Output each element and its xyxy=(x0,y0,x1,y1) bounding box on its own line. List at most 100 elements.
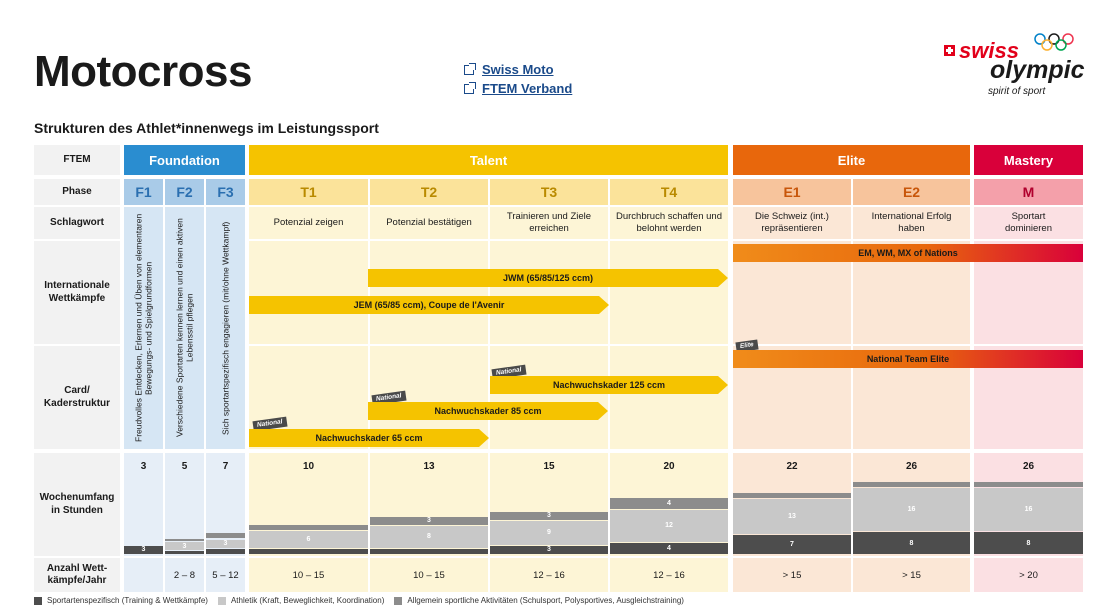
link-swiss-moto[interactable]: Swiss Moto xyxy=(464,60,572,79)
hours-segment-specific: 8 xyxy=(853,532,970,554)
comps-t3: 12 – 16 xyxy=(533,569,565,581)
competition-jem: JEM (65/85 ccm), Coupe de l'Avenir xyxy=(249,296,609,314)
comp-bg-f2 xyxy=(165,558,204,592)
link-swiss-moto-label: Swiss Moto xyxy=(482,62,554,77)
link-ftem-verband-label: FTEM Verband xyxy=(482,81,573,96)
comps-m: > 20 xyxy=(1019,569,1038,581)
hours-segment-specific xyxy=(165,551,204,554)
legend-label: Athletik (Kraft, Beweglichkeit, Koordina… xyxy=(230,596,385,605)
hours-bg-f1 xyxy=(124,453,163,556)
links: Swiss Moto FTEM Verband xyxy=(464,60,572,98)
swiss-flag-icon xyxy=(944,45,955,56)
legend-item-general: Allgemein sportliche Aktivitäten (Schuls… xyxy=(394,596,684,605)
hours-segment-specific xyxy=(206,548,245,554)
kader-national-team-elite: National Team Elite xyxy=(733,350,1083,368)
legend-item-specific: Sportartenspezifisch (Training & Wettkäm… xyxy=(34,596,208,605)
comps-t2: 10 – 15 xyxy=(413,569,445,581)
phase-t2: T2 xyxy=(370,179,488,205)
phase-t1: T1 xyxy=(249,179,368,205)
mastery-comp-bg xyxy=(974,558,1083,592)
legend-swatch xyxy=(34,596,42,605)
row-label-phase: Phase xyxy=(34,179,120,205)
hours-segment-specific: 8 xyxy=(974,532,1083,554)
hours-segment-athletic: 16 xyxy=(974,488,1083,532)
row-label-wochenumfang: Wochenumfang in Stunden xyxy=(34,453,120,556)
keyword-t2: Potenzial bestätigen xyxy=(386,217,472,229)
foundation-text-f1: Freudvolles Entdecken, Erlernen und Üben… xyxy=(133,213,154,443)
keyword-e1: Die Schweiz (int.) repräsentieren xyxy=(755,211,829,234)
keyword-t3: Trainieren und Ziele erreichen xyxy=(506,211,592,234)
legend-item-athletic: Athletik (Kraft, Beweglichkeit, Koordina… xyxy=(217,596,385,605)
comps-f3: 5 – 12 xyxy=(212,569,239,581)
phase-f3: F3 xyxy=(206,179,245,205)
hours-segment-athletic: 9 xyxy=(490,520,608,545)
row-label-wettkaempfe: Internationale Wettkämpfe xyxy=(34,241,120,344)
hours-segment-general xyxy=(733,492,851,498)
external-link-icon xyxy=(464,62,476,75)
hours-segment-athletic: 6 xyxy=(249,531,368,548)
hours-total-m: 26 xyxy=(1022,461,1035,472)
hours-segment-specific: 3 xyxy=(490,545,608,554)
row-separator xyxy=(249,344,1083,346)
hours-total-f3: 7 xyxy=(222,461,229,472)
foundation-text-f3: Sich sportartspezifisch engagieren (mit/… xyxy=(220,221,231,435)
kader-nachwuchs-85: Nachwuchskader 85 ccm xyxy=(368,402,608,420)
legend-swatch xyxy=(394,596,403,605)
logo-swiss-text: swiss xyxy=(959,38,1019,63)
row-label-kader: Card/ Kaderstruktur xyxy=(34,346,120,449)
link-ftem-verband[interactable]: FTEM Verband xyxy=(464,79,572,98)
row-label-anzahl: Anzahl Wett-kämpfe/Jahr xyxy=(34,558,120,592)
ftem-talent-bar: Talent xyxy=(249,145,728,175)
phase-e2: E2 xyxy=(853,179,970,205)
col-bg-f1 xyxy=(124,207,163,449)
hours-segment-general xyxy=(853,481,970,488)
competition-em-wm: EM, WM, MX of Nations xyxy=(733,244,1083,262)
legend-label: Allgemein sportliche Aktivitäten (Schuls… xyxy=(407,596,684,605)
hours-segment-athletic: 3 xyxy=(165,542,204,551)
hours-segment-general xyxy=(165,538,204,542)
comp-bg-f3 xyxy=(206,558,245,592)
kader-nachwuchs-125: Nachwuchskader 125 ccm xyxy=(490,376,728,394)
comps-e1: > 15 xyxy=(782,569,802,581)
keyword-e2: International Erfolg haben xyxy=(871,211,952,234)
comps-t1: 10 – 15 xyxy=(292,569,325,581)
row-label-schlagwort: Schlagwort xyxy=(34,207,120,239)
hours-segment-athletic: 16 xyxy=(853,488,970,532)
logo-olympic-text: olympic xyxy=(990,56,1085,84)
hours-segment-specific xyxy=(370,548,488,554)
divider xyxy=(368,179,370,592)
keyword-t1: Potenzial zeigen xyxy=(273,217,344,229)
hours-segment-general: 3 xyxy=(490,511,608,520)
hours-segment-general: 4 xyxy=(610,498,728,509)
col-bg-f3 xyxy=(206,207,245,449)
comps-e2: > 15 xyxy=(902,569,921,581)
hours-total-t4: 20 xyxy=(663,461,675,472)
hours-total-t3: 15 xyxy=(543,461,555,472)
col-bg-f2 xyxy=(165,207,204,449)
hours-total-f1: 3 xyxy=(140,461,147,472)
phase-t4: T4 xyxy=(610,179,728,205)
hours-segment-general: 3 xyxy=(370,516,488,525)
row-separator xyxy=(249,239,1083,241)
swiss-olympic-logo: swiss olympic spirit of sport xyxy=(940,32,1090,102)
hours-segment-specific: 4 xyxy=(610,543,728,554)
hours-total-t2: 13 xyxy=(423,461,435,472)
hours-segment-specific: 7 xyxy=(733,535,851,554)
hours-segment-athletic: 13 xyxy=(733,499,851,535)
comps-f2: 2 – 8 xyxy=(173,569,196,581)
logo-tagline: spirit of sport xyxy=(988,86,1046,97)
phase-e1: E1 xyxy=(733,179,851,205)
page-title: Motocross xyxy=(34,47,252,96)
olympic-rings-icon xyxy=(1034,33,1074,51)
competition-jwm: JWM (65/85/125 ccm) xyxy=(368,269,728,287)
kader-nachwuchs-65: Nachwuchskader 65 ccm xyxy=(249,429,489,447)
comp-bg-f1 xyxy=(124,558,163,592)
phase-f1: F1 xyxy=(124,179,163,205)
phase-f2: F2 xyxy=(165,179,204,205)
hours-segment-general xyxy=(974,481,1083,488)
hours-segment-athletic: 12 xyxy=(610,509,728,543)
comps-t4: 12 – 16 xyxy=(653,569,685,581)
hours-segment-athletic: 3 xyxy=(206,539,245,548)
external-link-icon xyxy=(464,81,476,94)
hours-segment-specific xyxy=(249,548,368,554)
